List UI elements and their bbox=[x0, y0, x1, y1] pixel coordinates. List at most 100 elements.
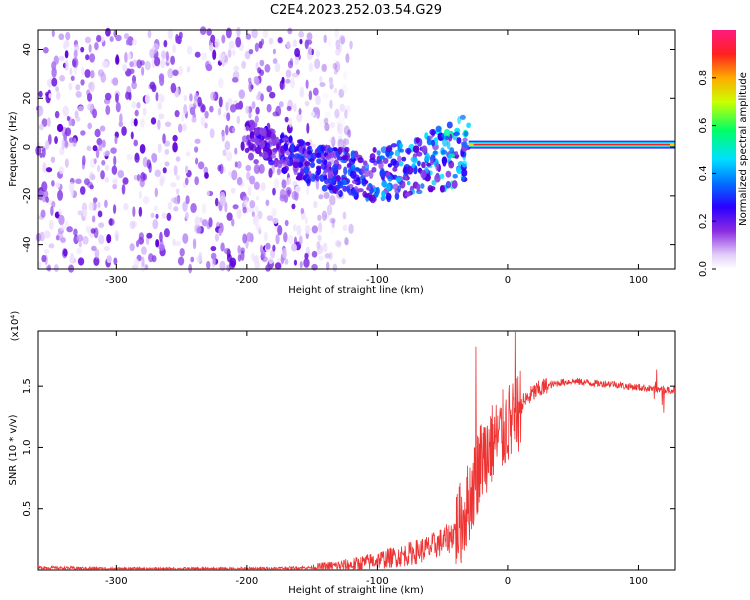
noise-blob bbox=[255, 224, 262, 232]
noise-blob bbox=[339, 116, 346, 127]
noise-blob bbox=[98, 222, 105, 228]
noise-blob bbox=[344, 240, 351, 246]
transition-blob bbox=[315, 152, 322, 159]
noise-blob bbox=[247, 152, 254, 161]
noise-blob bbox=[319, 118, 325, 128]
noise-blob bbox=[284, 258, 289, 265]
noise-blob bbox=[48, 219, 54, 230]
noise-blob bbox=[45, 167, 53, 173]
noise-blob bbox=[236, 208, 242, 219]
transition-blob bbox=[462, 137, 468, 142]
noise-blob bbox=[286, 177, 290, 186]
colorbar-tick-label: 0.0 bbox=[698, 261, 709, 277]
snr-plot-area bbox=[38, 331, 675, 570]
noise-blob bbox=[87, 103, 94, 111]
noise-blob bbox=[299, 38, 303, 45]
noise-blob bbox=[146, 159, 152, 169]
transition-blob bbox=[337, 180, 344, 189]
noise-blob bbox=[121, 126, 127, 136]
noise-blob bbox=[304, 252, 309, 260]
noise-blob bbox=[85, 54, 90, 61]
colorbar: 0.0 0.2 0.4 0.6 0.8 Normalized spectral ampl… bbox=[698, 30, 749, 277]
noise-blob bbox=[294, 190, 299, 201]
noise-blob bbox=[51, 77, 58, 87]
transition-blob bbox=[461, 160, 468, 168]
noise-blob bbox=[245, 105, 250, 114]
noise-blob bbox=[197, 96, 202, 107]
transition-blob bbox=[459, 114, 466, 120]
noise-blob bbox=[318, 221, 323, 233]
noise-blob bbox=[323, 192, 330, 199]
noise-blob bbox=[95, 148, 100, 159]
transition-blob bbox=[366, 186, 371, 191]
noise-blob bbox=[98, 143, 103, 152]
transition-blob bbox=[298, 161, 304, 168]
noise-blob bbox=[285, 69, 292, 78]
noise-blob bbox=[321, 63, 327, 73]
transition-blob bbox=[431, 139, 436, 147]
transition-blob bbox=[401, 156, 407, 162]
noise-blob bbox=[113, 257, 118, 265]
transition-blob bbox=[398, 161, 404, 167]
noise-blob bbox=[77, 257, 85, 266]
noise-blob bbox=[130, 117, 135, 127]
transition-blob bbox=[397, 185, 401, 193]
noise-blob bbox=[106, 255, 112, 264]
noise-blob bbox=[287, 234, 294, 245]
noise-blob bbox=[308, 90, 313, 101]
transition-blob bbox=[394, 149, 401, 157]
noise-blob bbox=[48, 93, 52, 99]
noise-blob bbox=[306, 185, 310, 196]
noise-blob bbox=[272, 48, 276, 55]
noise-blob bbox=[82, 235, 89, 245]
noise-blob bbox=[255, 106, 260, 115]
noise-blob bbox=[268, 168, 273, 178]
noise-blob bbox=[139, 178, 145, 188]
noise-blob bbox=[146, 232, 153, 239]
transition-blob bbox=[415, 151, 423, 157]
noise-blob bbox=[304, 100, 310, 107]
noise-blob bbox=[42, 162, 47, 173]
noise-blob bbox=[255, 195, 260, 201]
noise-blob bbox=[253, 214, 258, 224]
noise-blob bbox=[294, 56, 300, 66]
noise-blob bbox=[315, 178, 320, 190]
noise-blob bbox=[210, 34, 216, 43]
noise-blob bbox=[164, 121, 172, 127]
noise-blob bbox=[48, 243, 55, 249]
noise-blob bbox=[195, 157, 199, 165]
noise-blob bbox=[281, 179, 287, 189]
noise-blob bbox=[227, 98, 233, 106]
x-tick-label: 100 bbox=[629, 576, 648, 587]
transition-blob bbox=[290, 143, 295, 153]
noise-blob bbox=[205, 63, 213, 72]
transition-blob bbox=[439, 185, 445, 193]
noise-blob bbox=[341, 258, 346, 265]
transition-blob bbox=[337, 146, 343, 155]
noise-blob bbox=[283, 232, 288, 243]
noise-blob bbox=[94, 128, 101, 138]
noise-blob bbox=[284, 116, 289, 123]
noise-blob bbox=[279, 189, 286, 200]
noise-blob bbox=[265, 264, 271, 272]
transition-blob bbox=[368, 169, 374, 179]
noise-blob bbox=[253, 255, 259, 265]
transition-blob bbox=[278, 159, 284, 165]
noise-blob bbox=[154, 169, 161, 178]
noise-blob bbox=[334, 108, 340, 119]
noise-blob bbox=[338, 34, 346, 45]
noise-blob bbox=[97, 69, 105, 77]
transition-blob bbox=[461, 176, 466, 182]
noise-blob bbox=[43, 230, 51, 239]
noise-blob bbox=[129, 243, 135, 252]
noise-blob bbox=[66, 115, 70, 121]
noise-blob bbox=[111, 165, 118, 175]
noise-blob bbox=[254, 115, 259, 123]
noise-blob bbox=[268, 256, 274, 265]
noise-blob bbox=[133, 139, 139, 147]
transition-blob bbox=[417, 160, 421, 167]
transition-blob bbox=[357, 157, 364, 164]
noise-blob bbox=[105, 105, 111, 116]
noise-blob bbox=[102, 60, 109, 68]
noise-blob bbox=[336, 122, 341, 133]
